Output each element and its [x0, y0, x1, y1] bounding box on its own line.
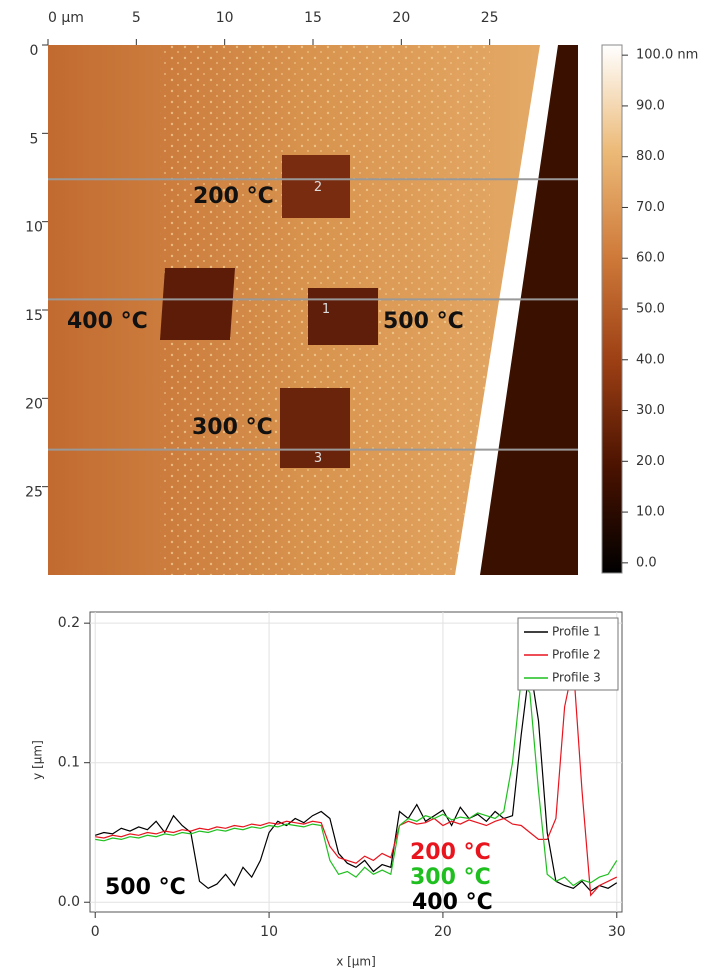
y-tick-label: 20: [25, 396, 43, 412]
colorbar-label: 0.0: [636, 555, 657, 570]
colorbar-label: 30.0: [636, 403, 665, 418]
profile-label: 1: [322, 302, 330, 317]
colorbar-label: 60.0: [636, 251, 665, 266]
x-tick-label: 15: [304, 10, 322, 26]
afm-trench: [480, 45, 578, 575]
annotation: 200 °C: [193, 184, 274, 209]
legend-label: Profile 2: [552, 648, 601, 662]
x-tick-label: 30: [608, 924, 626, 940]
y-tick-label: 25: [25, 485, 43, 501]
colorbar-label: 70.0: [636, 200, 665, 215]
afm-square: [160, 268, 235, 340]
afm-image: [48, 45, 578, 575]
x-tick-label: 10: [216, 10, 234, 26]
legend-label: Profile 3: [552, 671, 601, 685]
profile-line: [95, 664, 618, 892]
annotation: 500 °C: [105, 875, 186, 900]
annotation: 400 °C: [412, 890, 493, 915]
y-tick-label: 5: [30, 131, 39, 147]
y-tick-label: 0.2: [58, 615, 80, 631]
afm-square: [308, 288, 378, 345]
profile-label: 3: [314, 451, 322, 466]
colorbar-label: 90.0: [636, 98, 665, 113]
colorbar-label: 20.0: [636, 454, 665, 469]
x-tick-label: 20: [434, 924, 452, 940]
afm-square: [280, 388, 350, 468]
x-tick-label: 20: [392, 10, 410, 26]
annotation: 400 °C: [67, 309, 148, 334]
x-tick-label: 5: [132, 10, 141, 26]
y-axis-label: y [µm]: [31, 740, 45, 780]
x-tick-label: 0: [91, 924, 100, 940]
annotation: 500 °C: [383, 309, 464, 334]
annotation: 200 °C: [410, 840, 491, 865]
colorbar-label: 50.0: [636, 302, 665, 317]
y-tick-label: 10: [25, 220, 43, 236]
colorbar: [601, 44, 623, 574]
profile-line: [95, 677, 618, 887]
annotation: 300 °C: [410, 865, 491, 890]
colorbar-label: 40.0: [636, 352, 665, 367]
plot-frame: [89, 611, 623, 913]
annotation: 300 °C: [192, 415, 273, 440]
colorbar-label: 100.0 nm: [636, 48, 698, 63]
colorbar-label: 80.0: [636, 149, 665, 164]
profile-label: 2: [314, 180, 322, 195]
x-tick-label: 10: [260, 924, 278, 940]
x-tick-label: 0 µm: [48, 10, 84, 26]
x-tick-label: 25: [481, 10, 499, 26]
y-tick-label: 0.1: [58, 755, 80, 771]
y-tick-label: 0: [30, 43, 39, 59]
y-tick-label: 15: [25, 308, 43, 324]
colorbar-label: 10.0: [636, 505, 665, 520]
profile-line: [95, 664, 618, 897]
legend-label: Profile 1: [552, 625, 601, 639]
y-tick-label: 0.0: [58, 894, 80, 910]
afm-square: [282, 155, 350, 218]
x-axis-label: x [µm]: [336, 955, 376, 969]
